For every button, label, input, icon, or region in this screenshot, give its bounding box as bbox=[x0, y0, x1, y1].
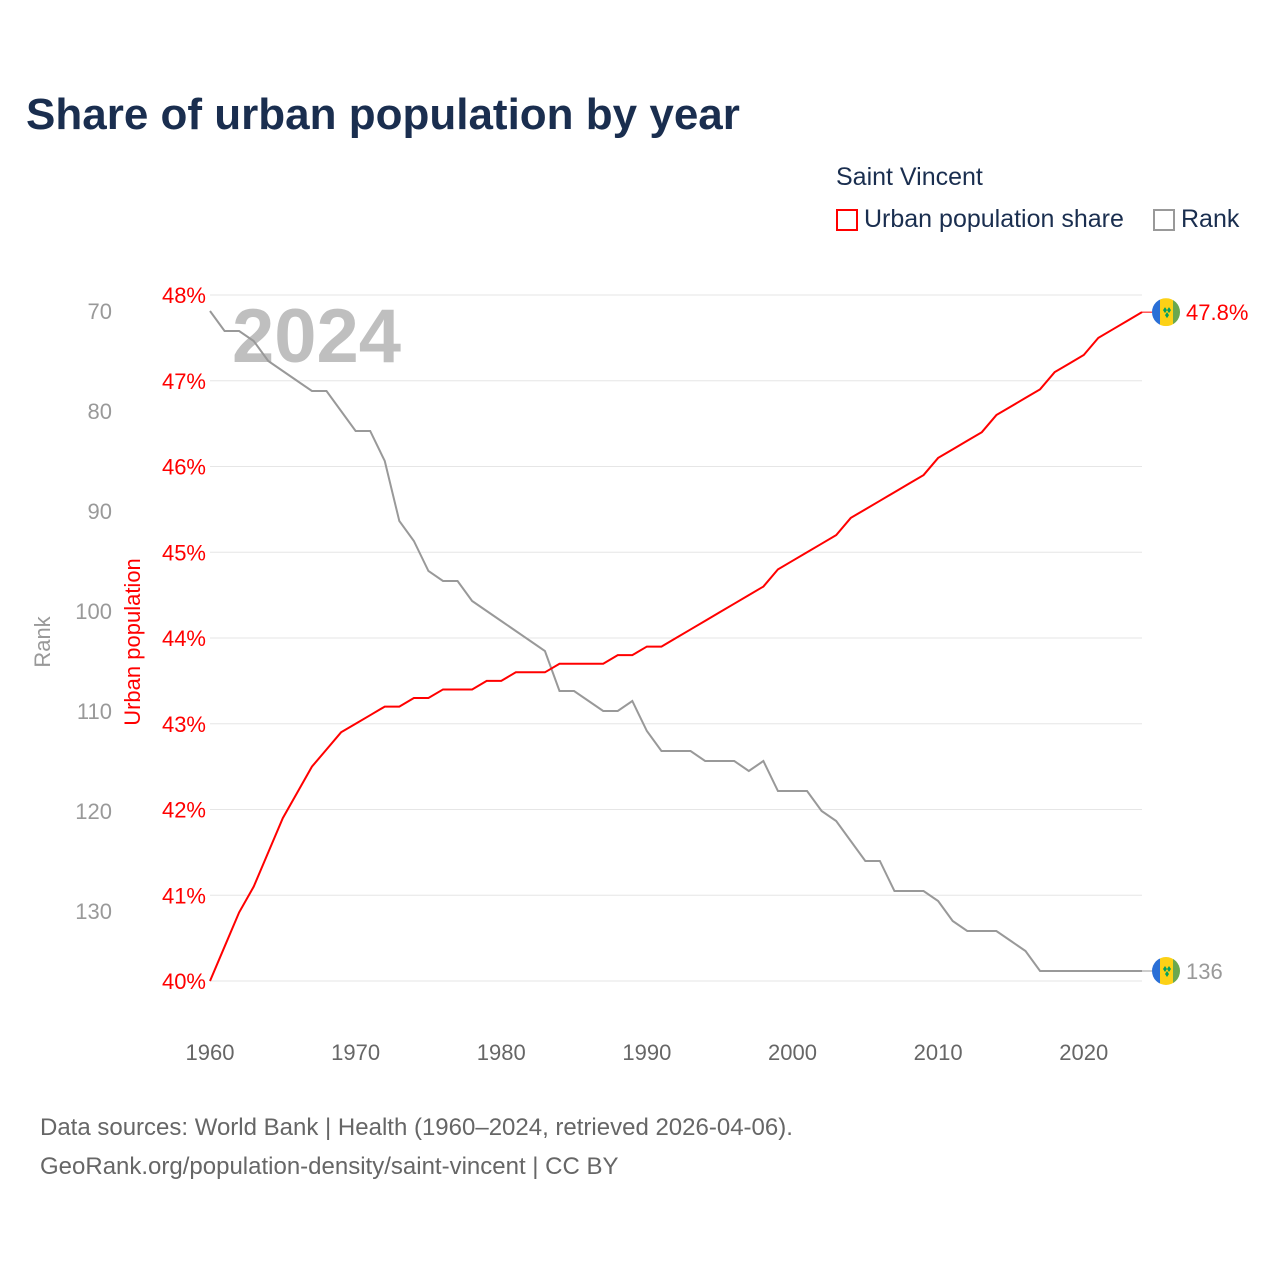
legend-item-rank[interactable]: Rank bbox=[1153, 205, 1239, 234]
x-tick-label: 1960 bbox=[186, 1040, 235, 1065]
rank-tick-label: 110 bbox=[77, 699, 112, 724]
share-tick-label: 40% bbox=[162, 969, 206, 994]
legend-swatch-urban bbox=[836, 208, 858, 231]
rank-tick-label: 100 bbox=[75, 599, 112, 624]
legend-title: Saint Vincent bbox=[836, 163, 983, 191]
rank-tick-label: 90 bbox=[88, 499, 112, 524]
rank-tick-label: 70 bbox=[88, 299, 112, 324]
share-tick-label: 47% bbox=[162, 369, 206, 394]
share-tick-label: 48% bbox=[162, 283, 206, 308]
rank-tick-label: 130 bbox=[75, 899, 112, 924]
x-tick-label: 2010 bbox=[914, 1040, 963, 1065]
rank-tick-label: 80 bbox=[88, 399, 112, 424]
share-tick-label: 42% bbox=[162, 798, 206, 823]
source-text: Data sources: World Bank | Health (1960–… bbox=[40, 1114, 793, 1141]
chart-title: Share of urban population by year bbox=[26, 90, 740, 139]
rank-line bbox=[209, 310, 1142, 972]
legend-label-urban: Urban population share bbox=[864, 205, 1124, 233]
rank-axis-label: Rank bbox=[30, 615, 55, 667]
share-tick-label: 46% bbox=[162, 455, 206, 480]
rank-tick-label: 120 bbox=[75, 799, 112, 824]
year-watermark: 2024 bbox=[232, 294, 401, 379]
flag-saint-vincent-rank-icon bbox=[1152, 957, 1180, 985]
share-tick-label: 41% bbox=[162, 883, 206, 908]
legend-swatch-rank bbox=[1153, 208, 1175, 231]
share-axis-label: Urban population bbox=[120, 558, 145, 726]
urban-share-line bbox=[209, 311, 1143, 982]
footer: Data sources: World Bank | Health (1960–… bbox=[40, 1108, 793, 1186]
share-tick-label: 45% bbox=[162, 540, 206, 565]
share-end-label: 47.8% bbox=[1186, 300, 1248, 325]
rank-end-label: 136 bbox=[1186, 959, 1223, 984]
attribution-link[interactable]: GeoRank.org/population-density/saint-vin… bbox=[40, 1153, 619, 1180]
legend-item-urban[interactable]: Urban population share bbox=[836, 205, 1124, 234]
x-tick-label: 1980 bbox=[477, 1040, 526, 1065]
flag-saint-vincent-share-icon bbox=[1152, 298, 1180, 327]
x-tick-label: 2020 bbox=[1059, 1040, 1108, 1065]
x-tick-label: 1970 bbox=[331, 1040, 380, 1065]
x-tick-label: 1990 bbox=[622, 1040, 671, 1065]
share-tick-label: 44% bbox=[162, 626, 206, 651]
share-tick-label: 43% bbox=[162, 712, 206, 737]
legend-label-rank: Rank bbox=[1181, 205, 1240, 233]
x-tick-label: 2000 bbox=[768, 1040, 817, 1065]
